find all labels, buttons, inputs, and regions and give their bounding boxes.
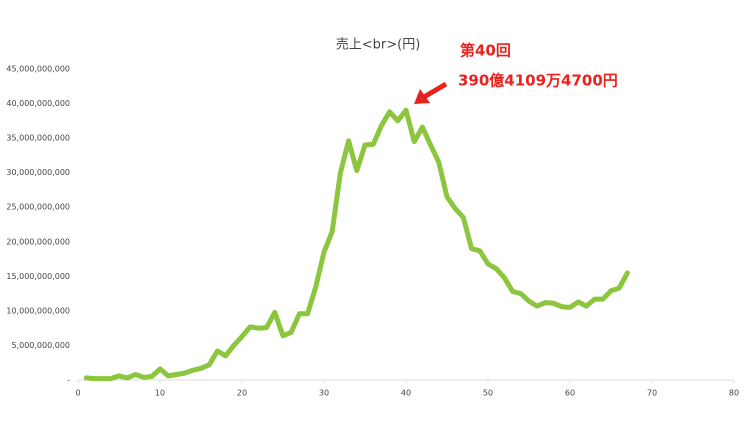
annotation: 第40回 <box>460 42 511 60</box>
y-tick-label: 30,000,000,000 <box>6 168 70 177</box>
x-tick-label: 0 <box>75 389 80 398</box>
data-line <box>83 107 630 382</box>
x-tick-label: 30 <box>319 389 329 398</box>
x-tick-label: 70 <box>647 389 657 398</box>
y-tick-label: 25,000,000,000 <box>6 203 70 212</box>
arrow-head <box>414 89 430 104</box>
y-tick-label: 5,000,000,000 <box>11 341 70 350</box>
y-tick-label: 45,000,000,000 <box>6 65 70 74</box>
chart-title: 売上<br>(円) <box>336 37 421 53</box>
y-tick-label: 40,000,000,000 <box>6 99 70 108</box>
y-tick-label: 10,000,000,000 <box>6 306 70 315</box>
x-tick-label: 40 <box>401 389 411 398</box>
x-tick-label: 10 <box>155 389 165 398</box>
x-tick-label: 80 <box>729 389 739 398</box>
arrow-shaft <box>422 81 448 100</box>
y-tick-label: 15,000,000,000 <box>6 272 70 281</box>
y-tick-label: 20,000,000,000 <box>6 237 70 246</box>
annotation: 390億4109万4700円 <box>458 72 618 90</box>
x-tick-label: 60 <box>565 389 575 398</box>
y-tick-label: 35,000,000,000 <box>6 134 70 143</box>
x-tick-label: 50 <box>483 389 493 398</box>
y-tick-label: - <box>67 376 70 385</box>
x-tick-label: 20 <box>237 389 247 398</box>
